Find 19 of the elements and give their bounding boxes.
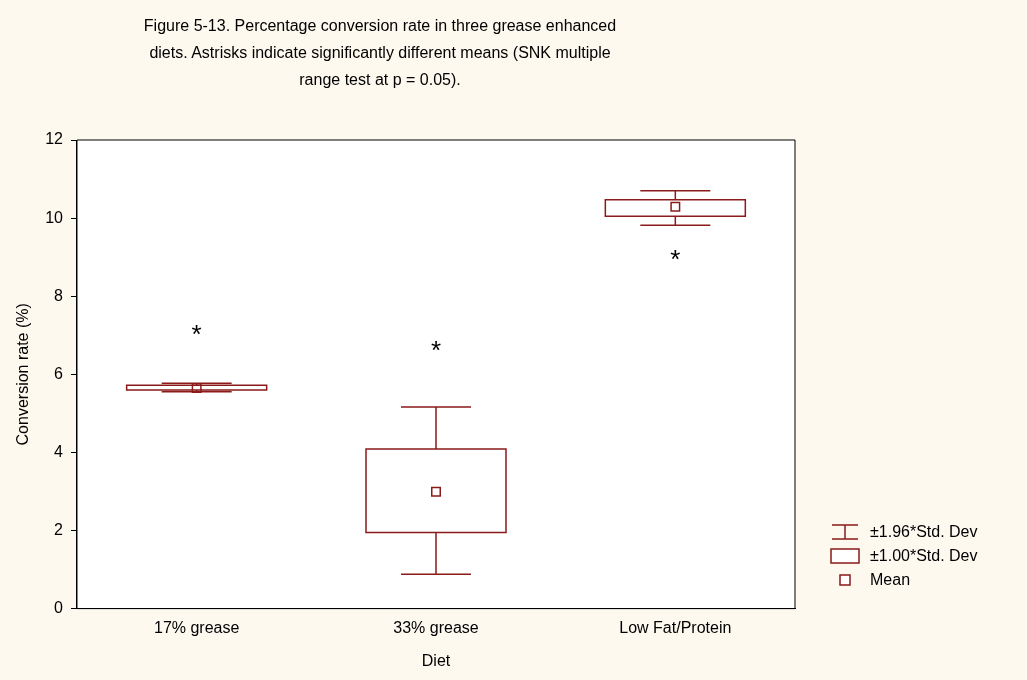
y-tick-label: 4: [54, 442, 64, 460]
y-tick-label: 2: [54, 520, 64, 538]
x-tick-label: 33% grease: [393, 618, 479, 636]
x-tick-label: Low Fat/Protein: [619, 618, 732, 636]
y-tick-label: 12: [45, 130, 64, 148]
y-tick-label: 6: [54, 364, 64, 382]
text: ±1.00*Std. Dev: [870, 547, 978, 565]
y-tick-label: 10: [45, 208, 64, 226]
y-axis-title: Conversion rate (%): [14, 303, 32, 446]
x-tick-label: 17% grease: [153, 618, 240, 636]
annotation: *: [191, 319, 202, 350]
annotation: *: [670, 244, 681, 275]
y-tick-label: 0: [54, 599, 64, 617]
annotation: *: [430, 335, 442, 366]
chart-title: Figure 5-13. Percentage conversion rate in three grease enhanced diets. Astrisks indicate significantly different means (SNK multiple range test at p = 0.05).: [142, 16, 618, 90]
y-tick-label: 8: [54, 286, 64, 304]
x-axis-title: Diet: [421, 651, 451, 669]
text: ±1.96*Std. Dev: [870, 523, 978, 541]
text: Mean: [870, 571, 911, 589]
